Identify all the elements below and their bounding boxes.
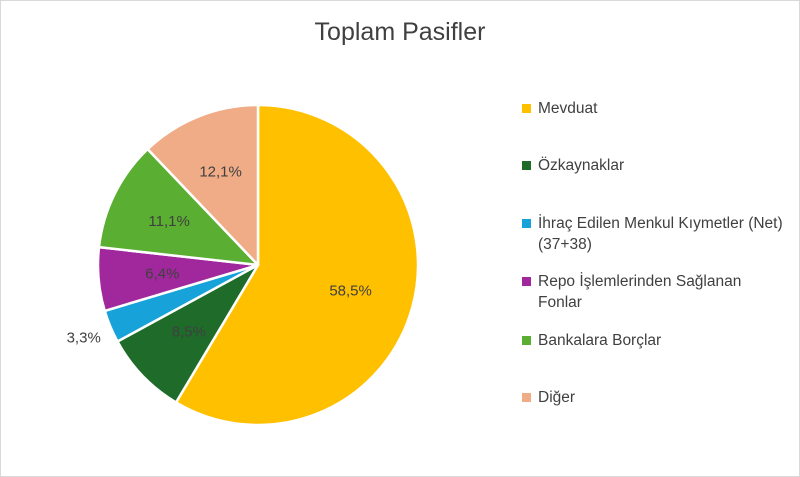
legend-swatch	[522, 393, 531, 402]
data-label-3: 6,4%	[145, 266, 179, 283]
legend-swatch	[522, 161, 531, 170]
legend-label: Mevduat	[538, 100, 598, 117]
pie-slice-0	[174, 103, 420, 427]
legend-swatch	[522, 104, 531, 113]
pie-slice-4	[97, 147, 260, 267]
legend-swatch	[522, 219, 531, 228]
chart-title: Toplam Pasifler	[314, 18, 486, 46]
data-label-4: 11,1%	[148, 213, 189, 230]
legend-swatch	[522, 277, 531, 286]
legend-swatch	[522, 336, 531, 345]
data-label-0: 58,5%	[329, 283, 372, 300]
pie-slice-1	[116, 263, 260, 404]
data-label-1: 8,5%	[172, 324, 206, 341]
legend-label: Bankalara Borçlar	[538, 332, 662, 349]
legend-item-5: Diğer	[522, 387, 788, 408]
data-label-2: 3,3%	[67, 330, 101, 347]
legend-item-0: Mevduat	[522, 98, 788, 119]
legend-label: İhraç Edilen Menkul Kıymetler (Net) (37+…	[538, 215, 783, 253]
legend-item-2: İhraç Edilen Menkul Kıymetler (Net) (37+…	[522, 213, 788, 255]
legend-label: Repo İşlemlerinden Sağlanan Fonlar	[538, 273, 742, 311]
legend-label: Özkaynaklar	[538, 157, 625, 174]
data-label-5: 12,1%	[199, 163, 242, 180]
legend-item-3: Repo İşlemlerinden Sağlanan Fonlar	[522, 271, 788, 313]
legend-item-1: Özkaynaklar	[522, 155, 788, 176]
legend-label: Diğer	[538, 389, 576, 406]
legend-item-4: Bankalara Borçlar	[522, 330, 788, 351]
pie-slice-5	[146, 103, 260, 267]
